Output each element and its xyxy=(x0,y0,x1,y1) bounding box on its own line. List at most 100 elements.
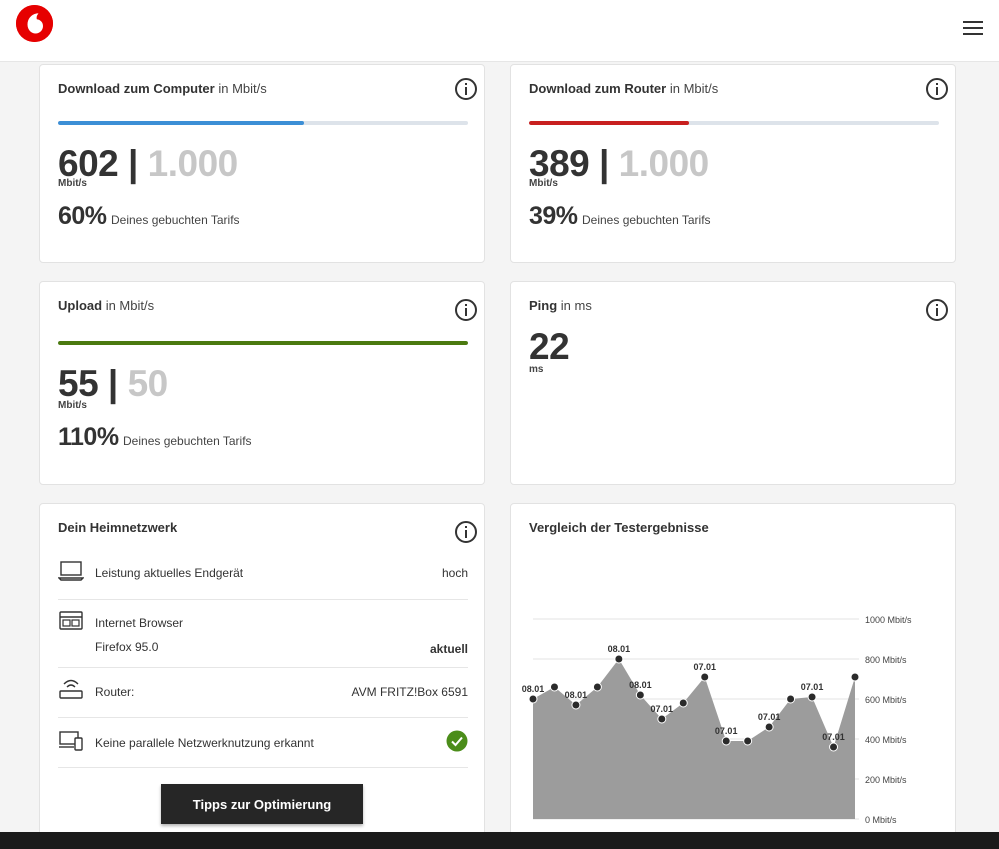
info-icon[interactable] xyxy=(926,299,948,321)
info-icon[interactable] xyxy=(926,78,948,100)
measured-value: 602 xyxy=(58,143,119,184)
data-point[interactable] xyxy=(807,692,817,702)
card-title-text: Download zum Computer xyxy=(58,81,215,96)
value-unit: Mbit/s xyxy=(58,400,87,411)
card-title-unit: in Mbit/s xyxy=(669,81,719,96)
card-title-text: Download zum Router xyxy=(529,81,667,96)
row-value: aktuell xyxy=(429,642,468,656)
data-label: 08.01 xyxy=(565,690,588,700)
card-title-text: Upload xyxy=(58,298,103,313)
card-title-text: Dein Heimnetzwerk xyxy=(58,520,178,535)
tariff-percent: 110% Deines gebuchten Tarifs xyxy=(58,423,252,452)
percent-value: 60% xyxy=(58,202,107,230)
info-icon[interactable] xyxy=(455,299,477,321)
max-value: 50 xyxy=(127,363,169,404)
upload-progress xyxy=(58,341,468,345)
data-point[interactable] xyxy=(850,672,860,682)
progress-fill xyxy=(58,341,468,345)
router-icon xyxy=(59,679,83,699)
y-tick-label: 200 Mbit/s xyxy=(865,775,907,785)
data-point[interactable] xyxy=(614,654,624,664)
card-title-text: Ping xyxy=(529,298,558,313)
data-point[interactable] xyxy=(592,682,602,692)
percent-value: 39% xyxy=(529,202,578,230)
y-tick-label: 400 Mbit/s xyxy=(865,735,907,745)
data-label: 07.01 xyxy=(715,726,738,736)
check-icon xyxy=(446,730,468,752)
data-point[interactable] xyxy=(549,682,559,692)
ping-value: 22 xyxy=(529,326,570,368)
data-point[interactable] xyxy=(657,714,667,724)
ping-title: Ping in ms xyxy=(529,298,592,313)
laptop-icon xyxy=(58,561,84,581)
value-unit: ms xyxy=(529,364,544,375)
comparison-chart: 1000 Mbit/s 800 Mbit/s 600 Mbit/s 400 Mbit/… xyxy=(522,615,912,825)
progress-fill xyxy=(58,121,304,125)
value-unit: Mbit/s xyxy=(58,178,87,189)
max-value: 1.000 xyxy=(147,143,239,184)
data-label: 08.01 xyxy=(629,680,652,690)
row-label: Leistung aktuelles Endgerät xyxy=(95,566,244,580)
row-label: Internet Browser xyxy=(95,616,184,630)
tips-optimization-button[interactable]: Tipps zur Optimierung xyxy=(161,784,363,824)
measured-value: 55 xyxy=(58,363,99,404)
list-item: Router: AVM FRITZ!Box 6591 xyxy=(58,668,468,718)
list-item: Internet Browser Firefox 95.0 aktuell xyxy=(58,600,468,668)
heimnetz-title: Dein Heimnetzwerk xyxy=(58,520,177,535)
ping-card: Ping in ms 22 ms xyxy=(510,281,956,485)
value-unit: Mbit/s xyxy=(529,178,558,189)
data-label: 07.01 xyxy=(693,662,716,672)
y-tick-label: 800 Mbit/s xyxy=(865,655,907,665)
data-point[interactable] xyxy=(571,700,581,710)
data-point[interactable] xyxy=(743,736,753,746)
data-point[interactable] xyxy=(764,722,774,732)
y-tick-label: 0 Mbit/s xyxy=(865,815,897,825)
download-router-card: Download zum Router in Mbit/s 389 | 1.00… xyxy=(510,64,956,263)
data-point[interactable] xyxy=(635,690,645,700)
info-icon[interactable] xyxy=(455,78,477,100)
data-label: 08.01 xyxy=(522,684,545,694)
download-router-progress xyxy=(529,121,939,125)
y-tick-label: 600 Mbit/s xyxy=(865,695,907,705)
data-label: 07.01 xyxy=(822,732,845,742)
list-item: Leistung aktuelles Endgerät hoch xyxy=(58,554,468,600)
data-point[interactable] xyxy=(678,698,688,708)
row-label: Keine parallele Netzwerknutzung erkannt xyxy=(95,736,314,750)
data-point[interactable] xyxy=(786,694,796,704)
download-computer-card: Download zum Computer in Mbit/s 602 | 1.… xyxy=(39,64,485,263)
upload-value: 55 | 50 xyxy=(58,363,169,404)
comparison-chart-card: Vergleich der Testergebnisse 1000 Mbit/s… xyxy=(510,503,956,843)
data-point[interactable] xyxy=(528,694,538,704)
percent-value: 110% xyxy=(58,423,119,451)
download-router-title: Download zum Router in Mbit/s xyxy=(529,81,718,96)
data-label: 08.01 xyxy=(608,644,631,654)
data-label: 07.01 xyxy=(801,682,824,692)
download-computer-value: 602 | 1.000 xyxy=(58,143,239,184)
vodafone-logo-icon xyxy=(16,5,53,42)
area-series xyxy=(533,659,855,819)
info-icon[interactable] xyxy=(455,521,477,543)
data-point[interactable] xyxy=(721,736,731,746)
row-value: AVM FRITZ!Box 6591 xyxy=(351,685,468,699)
browser-icon xyxy=(59,611,83,630)
download-computer-title: Download zum Computer in Mbit/s xyxy=(58,81,267,96)
chart-title: Vergleich der Testergebnisse xyxy=(529,520,709,535)
tariff-percent: 39% Deines gebuchten Tarifs xyxy=(529,202,711,231)
row-sublabel: Firefox 95.0 xyxy=(95,640,159,654)
percent-text: Deines gebuchten Tarifs xyxy=(123,434,252,448)
card-title-unit: in Mbit/s xyxy=(105,298,155,313)
card-title-unit: in Mbit/s xyxy=(218,81,267,96)
hamburger-icon[interactable] xyxy=(960,18,986,38)
devices-icon xyxy=(59,731,83,751)
card-title-text: Vergleich der Testergebnisse xyxy=(529,520,709,535)
percent-text: Deines gebuchten Tarifs xyxy=(111,213,240,227)
vodafone-logo[interactable] xyxy=(16,5,53,42)
download-computer-progress xyxy=(58,121,468,125)
measured-value: 389 xyxy=(529,143,590,184)
download-router-value: 389 | 1.000 xyxy=(529,143,709,184)
data-point[interactable] xyxy=(700,672,710,682)
data-label: 07.01 xyxy=(651,704,674,714)
data-point[interactable] xyxy=(829,742,839,752)
row-value: hoch xyxy=(441,566,468,580)
top-bar xyxy=(0,0,999,62)
